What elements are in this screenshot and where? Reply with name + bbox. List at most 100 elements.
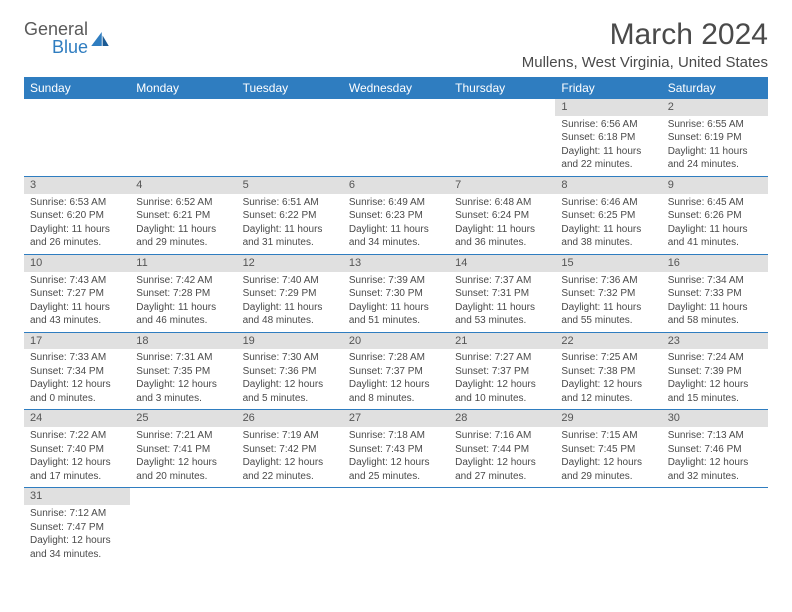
daylight-line: Daylight: 11 hours and 53 minutes. xyxy=(455,301,549,328)
daylight-line: Daylight: 11 hours and 22 minutes. xyxy=(561,145,655,172)
sunset-line: Sunset: 7:42 PM xyxy=(243,443,337,457)
brand-word2: Blue xyxy=(24,37,88,57)
daylight-line: Daylight: 11 hours and 43 minutes. xyxy=(30,301,124,328)
day-body: Sunrise: 7:40 AMSunset: 7:29 PMDaylight:… xyxy=(237,272,343,332)
sunset-line: Sunset: 7:31 PM xyxy=(455,287,549,301)
sunrise-line: Sunrise: 7:43 AM xyxy=(30,274,124,288)
calendar-day: 3Sunrise: 6:53 AMSunset: 6:20 PMDaylight… xyxy=(24,176,130,254)
day-number: 31 xyxy=(24,488,130,505)
calendar-day: 23Sunrise: 7:24 AMSunset: 7:39 PMDayligh… xyxy=(662,332,768,410)
sunrise-line: Sunrise: 6:52 AM xyxy=(136,196,230,210)
day-body: Sunrise: 7:12 AMSunset: 7:47 PMDaylight:… xyxy=(24,505,130,565)
day-number: 14 xyxy=(449,255,555,272)
sunset-line: Sunset: 7:37 PM xyxy=(455,365,549,379)
day-number: 16 xyxy=(662,255,768,272)
day-number: 25 xyxy=(130,410,236,427)
sunset-line: Sunset: 6:23 PM xyxy=(349,209,443,223)
day-number: 10 xyxy=(24,255,130,272)
daylight-line: Daylight: 11 hours and 36 minutes. xyxy=(455,223,549,250)
weekday-header: Monday xyxy=(130,77,236,99)
sunrise-line: Sunrise: 7:22 AM xyxy=(30,429,124,443)
daylight-line: Daylight: 12 hours and 12 minutes. xyxy=(561,378,655,405)
sunset-line: Sunset: 7:30 PM xyxy=(349,287,443,301)
sunrise-line: Sunrise: 6:46 AM xyxy=(561,196,655,210)
daylight-line: Daylight: 11 hours and 48 minutes. xyxy=(243,301,337,328)
calendar-empty xyxy=(662,488,768,565)
sunrise-line: Sunrise: 7:19 AM xyxy=(243,429,337,443)
sunrise-line: Sunrise: 7:42 AM xyxy=(136,274,230,288)
calendar-empty xyxy=(130,488,236,565)
day-body: Sunrise: 7:27 AMSunset: 7:37 PMDaylight:… xyxy=(449,349,555,409)
daylight-line: Daylight: 12 hours and 5 minutes. xyxy=(243,378,337,405)
day-number: 27 xyxy=(343,410,449,427)
calendar-day: 25Sunrise: 7:21 AMSunset: 7:41 PMDayligh… xyxy=(130,410,236,488)
sunrise-line: Sunrise: 7:15 AM xyxy=(561,429,655,443)
sunrise-line: Sunrise: 7:30 AM xyxy=(243,351,337,365)
sunset-line: Sunset: 6:25 PM xyxy=(561,209,655,223)
day-body: Sunrise: 6:45 AMSunset: 6:26 PMDaylight:… xyxy=(662,194,768,254)
calendar-week: 17Sunrise: 7:33 AMSunset: 7:34 PMDayligh… xyxy=(24,332,768,410)
day-body: Sunrise: 7:19 AMSunset: 7:42 PMDaylight:… xyxy=(237,427,343,487)
sunrise-line: Sunrise: 6:49 AM xyxy=(349,196,443,210)
day-body: Sunrise: 7:22 AMSunset: 7:40 PMDaylight:… xyxy=(24,427,130,487)
calendar-empty xyxy=(343,488,449,565)
weekday-header: Wednesday xyxy=(343,77,449,99)
calendar-empty xyxy=(237,488,343,565)
day-number: 23 xyxy=(662,333,768,350)
daylight-line: Daylight: 12 hours and 20 minutes. xyxy=(136,456,230,483)
daylight-line: Daylight: 11 hours and 46 minutes. xyxy=(136,301,230,328)
calendar-day: 2Sunrise: 6:55 AMSunset: 6:19 PMDaylight… xyxy=(662,99,768,176)
sunrise-line: Sunrise: 7:40 AM xyxy=(243,274,337,288)
day-body: Sunrise: 6:52 AMSunset: 6:21 PMDaylight:… xyxy=(130,194,236,254)
calendar-day: 8Sunrise: 6:46 AMSunset: 6:25 PMDaylight… xyxy=(555,176,661,254)
daylight-line: Daylight: 12 hours and 15 minutes. xyxy=(668,378,762,405)
weekday-header: Friday xyxy=(555,77,661,99)
day-number: 9 xyxy=(662,177,768,194)
calendar-day: 4Sunrise: 6:52 AMSunset: 6:21 PMDaylight… xyxy=(130,176,236,254)
calendar-day: 29Sunrise: 7:15 AMSunset: 7:45 PMDayligh… xyxy=(555,410,661,488)
day-body: Sunrise: 6:56 AMSunset: 6:18 PMDaylight:… xyxy=(555,116,661,176)
daylight-line: Daylight: 11 hours and 31 minutes. xyxy=(243,223,337,250)
calendar-day: 31Sunrise: 7:12 AMSunset: 7:47 PMDayligh… xyxy=(24,488,130,565)
calendar-day: 27Sunrise: 7:18 AMSunset: 7:43 PMDayligh… xyxy=(343,410,449,488)
sunset-line: Sunset: 7:38 PM xyxy=(561,365,655,379)
sunset-line: Sunset: 7:32 PM xyxy=(561,287,655,301)
calendar-day: 19Sunrise: 7:30 AMSunset: 7:36 PMDayligh… xyxy=(237,332,343,410)
weekday-header: Thursday xyxy=(449,77,555,99)
calendar-day: 26Sunrise: 7:19 AMSunset: 7:42 PMDayligh… xyxy=(237,410,343,488)
sunset-line: Sunset: 7:46 PM xyxy=(668,443,762,457)
daylight-line: Daylight: 12 hours and 0 minutes. xyxy=(30,378,124,405)
title-block: March 2024 Mullens, West Virginia, Unite… xyxy=(522,18,768,71)
calendar-day: 12Sunrise: 7:40 AMSunset: 7:29 PMDayligh… xyxy=(237,254,343,332)
month-title: March 2024 xyxy=(522,18,768,52)
sunset-line: Sunset: 6:19 PM xyxy=(668,131,762,145)
calendar-day: 10Sunrise: 7:43 AMSunset: 7:27 PMDayligh… xyxy=(24,254,130,332)
sunset-line: Sunset: 6:26 PM xyxy=(668,209,762,223)
sunset-line: Sunset: 7:43 PM xyxy=(349,443,443,457)
calendar-day: 6Sunrise: 6:49 AMSunset: 6:23 PMDaylight… xyxy=(343,176,449,254)
sunrise-line: Sunrise: 7:13 AM xyxy=(668,429,762,443)
sunset-line: Sunset: 7:34 PM xyxy=(30,365,124,379)
sunrise-line: Sunrise: 6:55 AM xyxy=(668,118,762,132)
day-body: Sunrise: 7:15 AMSunset: 7:45 PMDaylight:… xyxy=(555,427,661,487)
sunrise-line: Sunrise: 7:31 AM xyxy=(136,351,230,365)
calendar-day: 5Sunrise: 6:51 AMSunset: 6:22 PMDaylight… xyxy=(237,176,343,254)
day-body: Sunrise: 6:51 AMSunset: 6:22 PMDaylight:… xyxy=(237,194,343,254)
sunrise-line: Sunrise: 7:18 AM xyxy=(349,429,443,443)
day-body: Sunrise: 7:30 AMSunset: 7:36 PMDaylight:… xyxy=(237,349,343,409)
sunrise-line: Sunrise: 7:16 AM xyxy=(455,429,549,443)
sunrise-line: Sunrise: 7:12 AM xyxy=(30,507,124,521)
sunset-line: Sunset: 7:28 PM xyxy=(136,287,230,301)
weekday-header: Tuesday xyxy=(237,77,343,99)
calendar-table: SundayMondayTuesdayWednesdayThursdayFrid… xyxy=(24,77,768,565)
day-body: Sunrise: 7:31 AMSunset: 7:35 PMDaylight:… xyxy=(130,349,236,409)
daylight-line: Daylight: 11 hours and 38 minutes. xyxy=(561,223,655,250)
day-body: Sunrise: 7:33 AMSunset: 7:34 PMDaylight:… xyxy=(24,349,130,409)
day-number: 4 xyxy=(130,177,236,194)
day-number: 28 xyxy=(449,410,555,427)
day-number: 3 xyxy=(24,177,130,194)
calendar-week: 10Sunrise: 7:43 AMSunset: 7:27 PMDayligh… xyxy=(24,254,768,332)
sunset-line: Sunset: 6:22 PM xyxy=(243,209,337,223)
calendar-day: 20Sunrise: 7:28 AMSunset: 7:37 PMDayligh… xyxy=(343,332,449,410)
calendar-empty xyxy=(130,99,236,176)
